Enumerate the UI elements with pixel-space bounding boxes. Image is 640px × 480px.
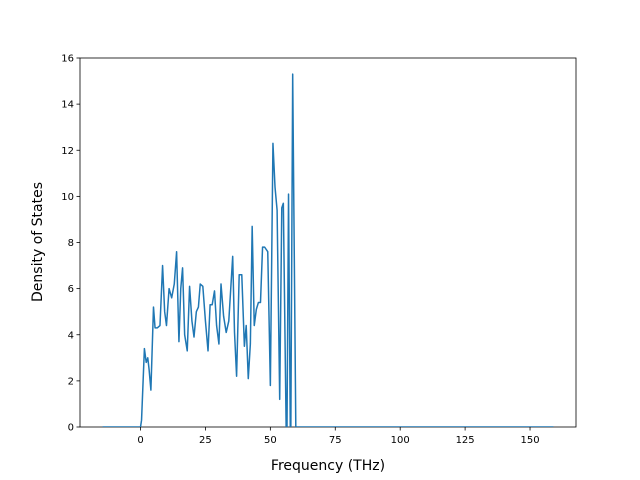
y-tick-label: 4 [68, 330, 74, 341]
plot-frame [79, 57, 577, 428]
x-tick-label: 50 [264, 435, 277, 446]
y-tick-label: 16 [61, 54, 74, 65]
x-tick-label: 0 [137, 435, 143, 446]
data-line [102, 73, 554, 427]
y-tick-label: 10 [61, 192, 74, 203]
x-tick-label: 150 [520, 435, 539, 446]
y-tick-label: 2 [68, 376, 74, 387]
y-tick-label: 6 [68, 284, 74, 295]
x-tick-label: 25 [199, 435, 212, 446]
x-tick-label: 75 [329, 435, 342, 446]
y-tick-label: 14 [61, 100, 74, 111]
y-axis-label: Density of States [30, 182, 46, 302]
x-axis-label: Frequency (THz) [271, 458, 385, 474]
y-tick-label: 12 [61, 146, 74, 157]
y-tick-label: 8 [68, 238, 74, 249]
y-tick-label: 0 [68, 423, 74, 434]
x-tick-label: 100 [391, 435, 410, 446]
x-tick-label: 125 [456, 435, 475, 446]
